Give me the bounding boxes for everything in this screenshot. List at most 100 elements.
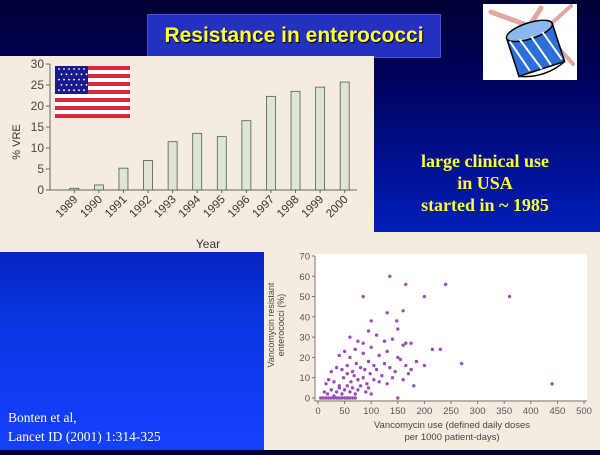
scatter-point (332, 394, 336, 398)
scatter-point (361, 341, 365, 345)
scatter-point (321, 396, 326, 400)
bar-x-tick-label: 1996 (226, 194, 253, 221)
bar-x-tick-label: 1999 (300, 194, 327, 221)
callout-line: started in ~ 1985 (421, 195, 549, 215)
scatter-y-axis-label-line2: enterococci (%) (276, 294, 286, 357)
scatter-y-tick-label: 70 (299, 252, 310, 263)
scatter-point (342, 388, 347, 392)
scatter-point (377, 380, 381, 384)
scatter-point (356, 388, 360, 392)
bar-1997 (266, 95, 276, 191)
scatter-point (352, 373, 356, 378)
scatter-point (356, 378, 360, 382)
bar-chart-panel: 0 5 10 15 20 25 30 1989 1990 1991 1992 1993 1994 1995… (0, 56, 374, 252)
scatter-point (388, 274, 392, 278)
scatter-point (404, 363, 408, 368)
scatter-point (342, 396, 347, 400)
scatter-y-tick-label: 60 (299, 272, 310, 283)
scatter-point (401, 309, 405, 313)
bar-y-tick-label: 0 (37, 183, 44, 197)
scatter-x-tick-label: 250 (443, 406, 459, 417)
bar-y-tick-label: 20 (31, 99, 45, 113)
vancomycin-scatter-chart: 0 10 20 30 40 50 60 70 0 50 100 150 200 250 300 350 400 4… (266, 252, 592, 444)
scatter-point (385, 349, 389, 354)
scatter-x-tick-label: 50 (339, 406, 350, 417)
scatter-point (398, 357, 403, 362)
scatter-point (353, 392, 357, 396)
bar-1993 (167, 141, 178, 191)
scatter-point (334, 396, 339, 400)
scatter-point (374, 333, 379, 337)
scatter-point (365, 382, 369, 386)
bar-1999 (315, 86, 326, 191)
scatter-point (353, 347, 357, 352)
scatter-point (329, 388, 333, 392)
scatter-point (390, 376, 395, 380)
scatter-point (342, 349, 347, 354)
scatter-point (369, 392, 373, 396)
slide-title: Resistance in enterococci (147, 14, 441, 58)
scatter-point (348, 396, 352, 400)
scatter-point (385, 311, 389, 315)
scatter-point (364, 390, 368, 394)
scatter-x-tick-label: 400 (523, 406, 539, 417)
scatter-point (422, 294, 427, 299)
scatter-point (414, 359, 419, 364)
bar-1989 (69, 187, 80, 191)
scatter-point (369, 319, 373, 323)
bar-y-tick-label: 30 (31, 57, 45, 71)
citation-authors: Bonten et al, (8, 410, 77, 425)
scatter-point (550, 382, 554, 386)
scatter-y-tick-label: 0 (305, 394, 310, 405)
scatter-y-tick-label: 20 (299, 353, 310, 364)
scatter-point (324, 396, 328, 400)
scatter-point (337, 384, 341, 388)
scatter-point (322, 390, 327, 394)
bar-1994 (192, 132, 203, 191)
scatter-point (361, 351, 365, 356)
scatter-point (374, 367, 379, 372)
scatter-point (358, 365, 363, 370)
scatter-x-axis-label-line2: per 1000 patient-days) (404, 432, 499, 443)
scatter-point (348, 335, 352, 339)
scatter-point (443, 282, 448, 287)
bar-x-tick-label: 1997 (250, 194, 277, 221)
scatter-x-tick-label: 200 (416, 406, 432, 417)
scatter-point (329, 369, 333, 374)
bar-x-tick-label: 1991 (103, 194, 130, 221)
bar-1992 (143, 160, 153, 191)
scatter-x-tick-label: 150 (390, 406, 406, 417)
scatter-point (406, 371, 411, 376)
bar-1995 (216, 136, 227, 191)
scatter-x-tick-label: 500 (576, 406, 592, 417)
scatter-point (361, 294, 365, 299)
callout-line: large clinical use (421, 151, 549, 171)
scatter-point (350, 386, 355, 390)
bar-1990 (93, 184, 104, 191)
scatter-point (334, 390, 339, 394)
scatter-point (372, 378, 376, 382)
scatter-point (438, 347, 443, 352)
scatter-y-tick-label: 30 (299, 333, 310, 344)
scatter-point (393, 369, 397, 374)
scatter-point (354, 361, 359, 366)
scatter-point (337, 353, 341, 358)
citation-journal: Lancet ID (2001) 1:314-325 (8, 429, 161, 444)
scatter-x-tick-label: 350 (496, 406, 512, 417)
scatter-point (372, 363, 376, 368)
scatter-y-tick-label: 10 (299, 373, 310, 384)
scatter-point (401, 378, 405, 382)
scatter-x-axis-label-line1: Vancomycin use (defined daily doses (374, 420, 530, 431)
scatter-point (324, 382, 328, 386)
scatter-point (368, 371, 372, 376)
scatter-point (430, 347, 435, 352)
scatter-x-tick-label: 450 (549, 406, 565, 417)
scatter-point (422, 363, 427, 368)
scatter-point (345, 396, 349, 400)
scatter-point (358, 384, 363, 388)
scatter-y-axis-label-line1: Vancomycin resistant (266, 282, 276, 367)
bar-y-tick-label: 5 (37, 162, 44, 176)
scatter-point (396, 355, 400, 360)
usa-flag-icon (55, 66, 130, 118)
clinical-use-callout: large clinical use in USA started in ~ 1… (380, 150, 590, 216)
